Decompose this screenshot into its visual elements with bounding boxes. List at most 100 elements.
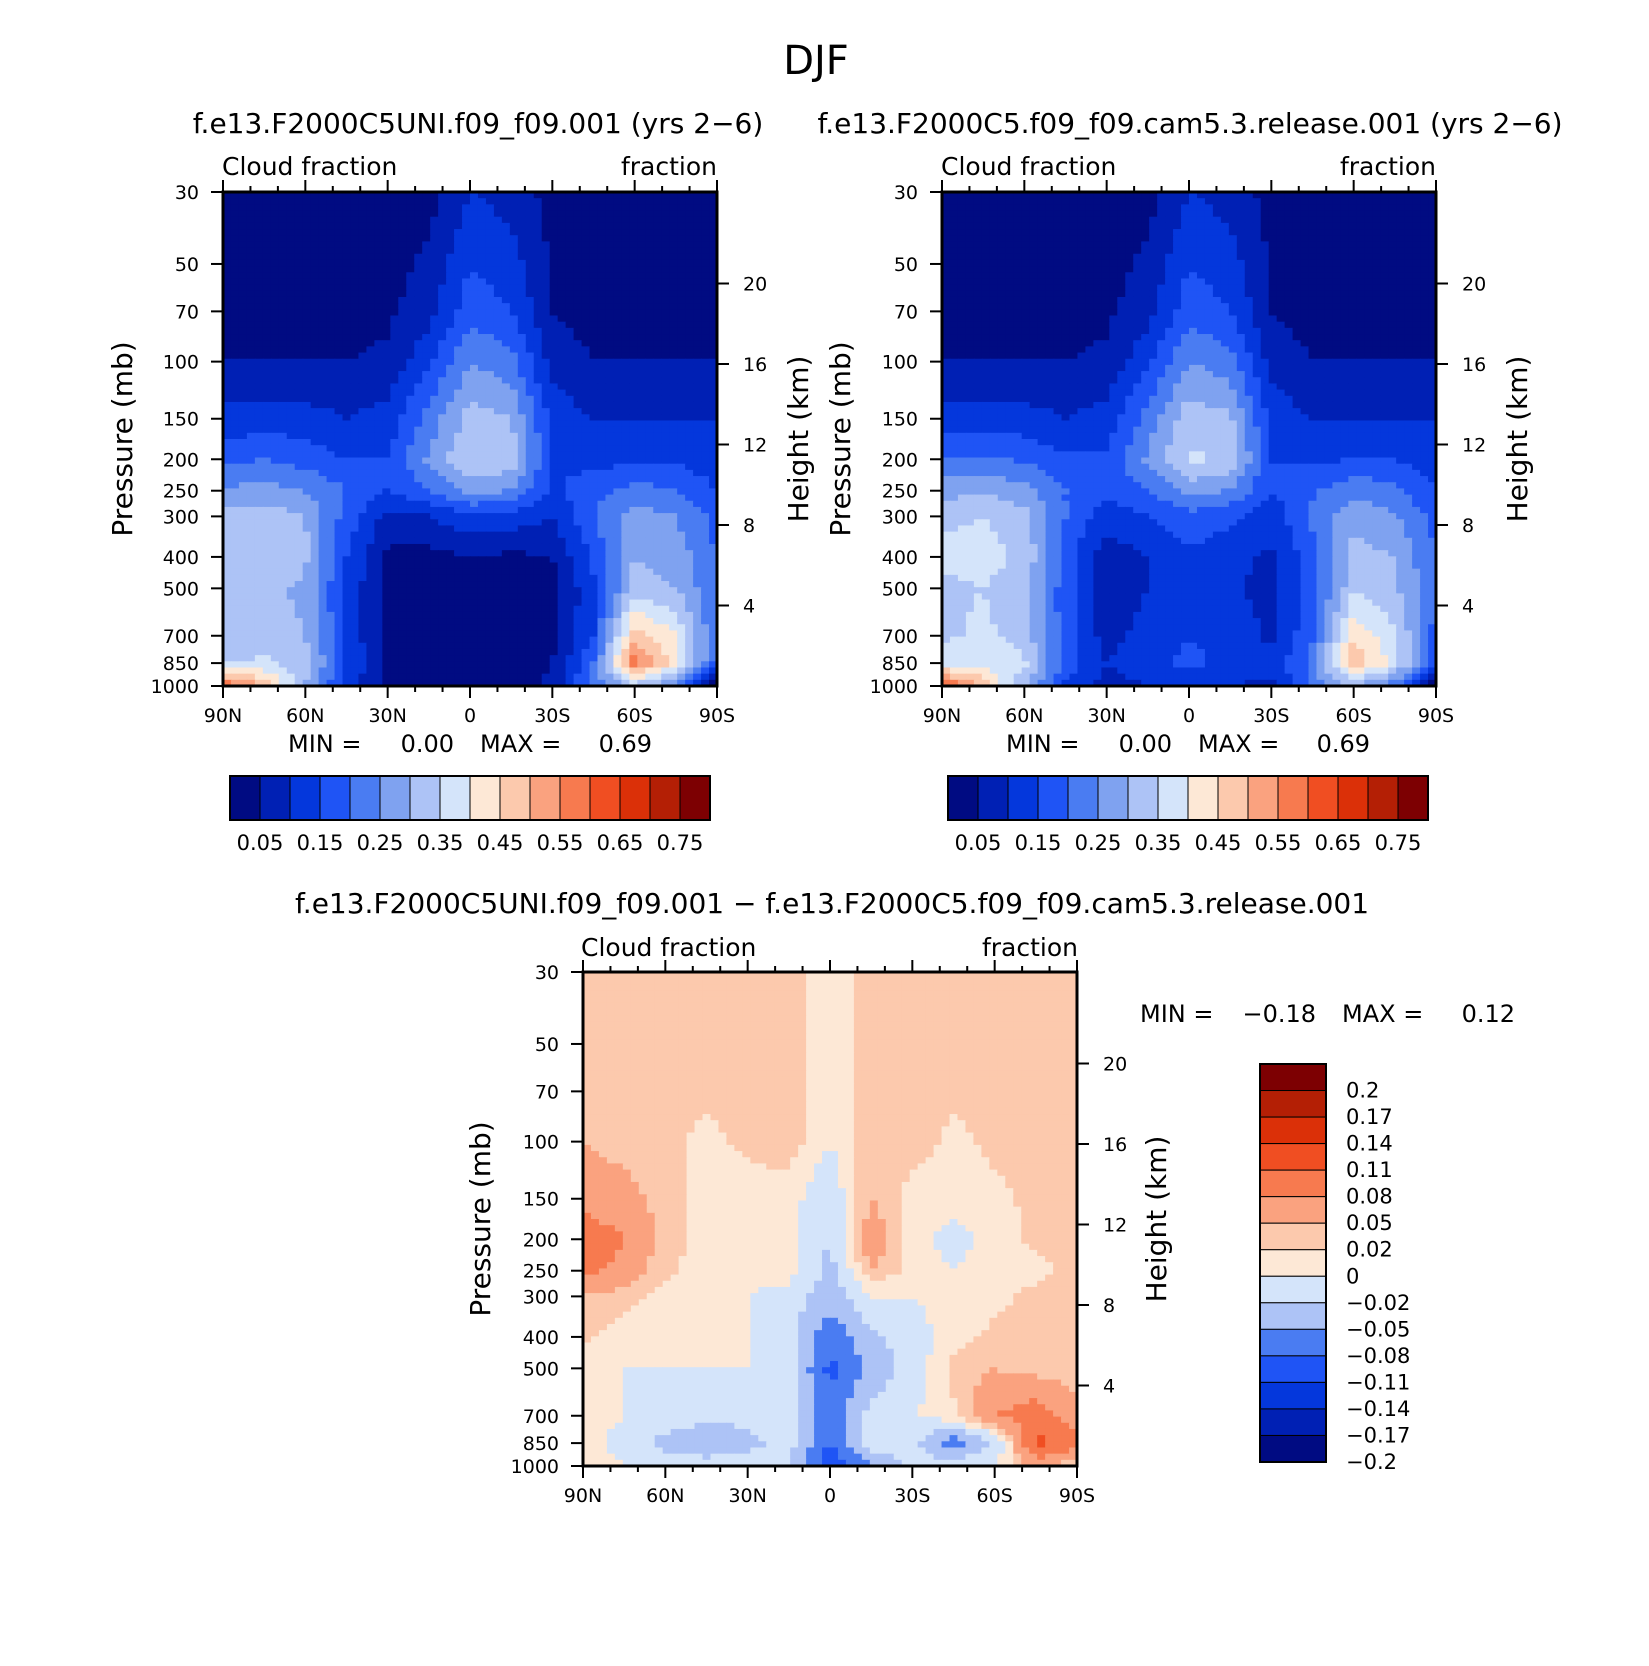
contour-cell: [454, 272, 463, 280]
contour-cell: [406, 420, 415, 428]
contour-cell: [350, 500, 360, 508]
contour-cell: [390, 303, 399, 310]
contour-cell: [470, 259, 479, 267]
contour-cell: [438, 506, 447, 514]
contour-cell: [509, 315, 519, 323]
contour-cell: [597, 537, 607, 545]
contour-cell: [629, 630, 638, 638]
contour-cell: [446, 334, 455, 341]
contour-cell: [470, 408, 479, 415]
contour-cell: [661, 266, 670, 273]
contour-cell: [382, 408, 391, 415]
contour-cell: [485, 476, 495, 483]
contour-cell: [278, 519, 288, 527]
contour-cell: [430, 482, 439, 489]
contour-cell: [350, 525, 360, 533]
contour-cell: [286, 334, 296, 341]
contour-cell: [701, 247, 710, 255]
contour-cell: [310, 439, 320, 446]
contour-cell: [230, 259, 240, 267]
contour-cell: [270, 568, 280, 576]
contour-cell: [446, 445, 455, 452]
contour-cell: [581, 222, 591, 230]
contour-cell: [573, 593, 583, 601]
contour-cell: [462, 673, 471, 681]
contour-cell: [525, 605, 535, 613]
contour-cell: [541, 204, 551, 212]
contour-cell: [310, 192, 320, 199]
contour-cell: [701, 278, 710, 286]
contour-cell: [246, 488, 256, 496]
contour-cell: [374, 679, 383, 687]
contour-cell: [517, 630, 527, 638]
contour-cell: [230, 210, 240, 218]
contour-cell: [517, 550, 527, 557]
contour-cell: [485, 272, 495, 280]
contour-cell: [701, 290, 710, 298]
contour-cell: [485, 309, 495, 317]
contour-cell: [565, 642, 575, 650]
contour-cell: [326, 445, 336, 452]
contour-cell: [517, 537, 527, 545]
contour-cell: [366, 426, 375, 434]
contour-cell: [446, 371, 455, 378]
contour-cell: [581, 346, 591, 354]
contour-cell: [454, 439, 463, 446]
contour-cell: [334, 550, 344, 557]
contour-cell: [390, 463, 399, 471]
contour-cell: [645, 420, 654, 428]
contour-cell: [557, 469, 567, 477]
contour-cell: [350, 679, 360, 687]
contour-cell: [262, 636, 272, 644]
contour-cell: [390, 210, 399, 218]
contour-cell: [334, 296, 344, 304]
contour-cell: [653, 630, 662, 638]
contour-cell: [342, 420, 352, 428]
contour-cell: [342, 506, 352, 514]
contour-cell: [230, 655, 240, 662]
contour-cell: [390, 494, 399, 502]
contour-cell: [477, 321, 487, 329]
contour-cell: [509, 247, 519, 255]
contour-cell: [557, 309, 567, 317]
contour-cell: [701, 463, 710, 471]
contour-cell: [637, 327, 646, 335]
contour-cell: [326, 439, 336, 446]
contour-cell: [286, 556, 296, 564]
contour-cell: [414, 389, 423, 397]
contour-cell: [374, 235, 383, 242]
contour-cell: [390, 395, 399, 403]
contour-cell: [485, 599, 495, 607]
contour-cell: [350, 235, 360, 242]
contour-cell: [693, 229, 702, 236]
contour-cell: [685, 389, 694, 397]
contour-cell: [645, 241, 654, 249]
contour-cell: [581, 642, 591, 650]
contour-cell: [223, 296, 232, 304]
contour-cell: [238, 401, 248, 409]
contour-cell: [294, 599, 304, 607]
contour-cell: [557, 500, 567, 508]
contour-cell: [390, 309, 399, 317]
contour-cell: [358, 303, 368, 310]
contour-cell: [406, 272, 415, 280]
contour-cell: [398, 389, 407, 397]
contour-cell: [270, 426, 280, 434]
contour-cell: [310, 581, 320, 588]
contour-cell: [637, 408, 646, 415]
contour-cell: [294, 395, 304, 403]
contour-cell: [342, 531, 352, 539]
contour-cell: [517, 303, 527, 310]
contour-cell: [573, 667, 583, 675]
contour-cell: [709, 562, 718, 570]
contour-cell: [462, 334, 471, 341]
contour-cell: [246, 445, 256, 452]
contour-cell: [565, 439, 575, 446]
contour-cell: [501, 488, 511, 496]
contour-cell: [685, 395, 694, 403]
contour-cell: [414, 272, 423, 280]
contour-cell: [557, 216, 567, 224]
contour-cell: [645, 327, 654, 335]
contour-cell: [573, 500, 583, 508]
contour-cell: [605, 358, 615, 366]
